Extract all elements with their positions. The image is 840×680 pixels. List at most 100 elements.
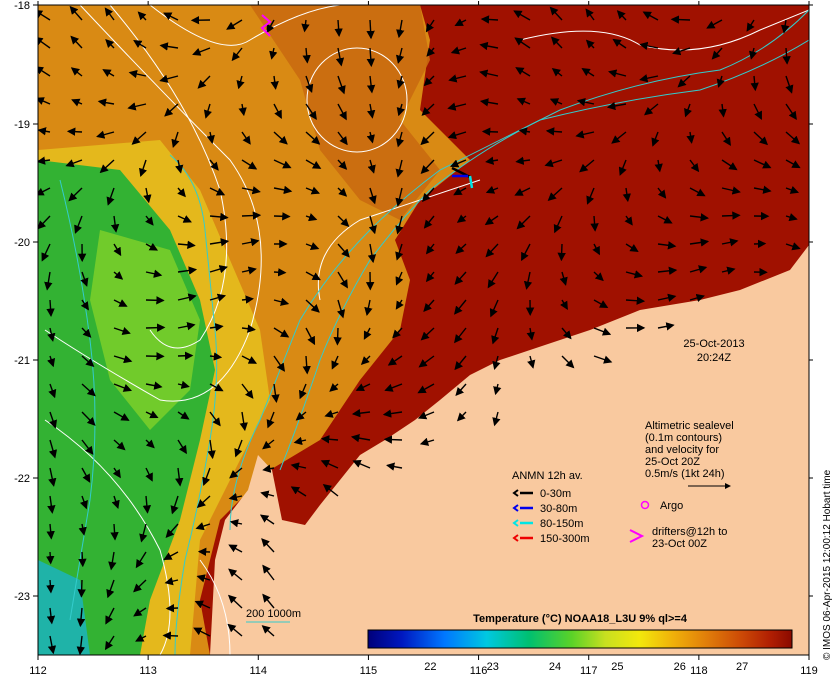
velocity-arrow: [387, 355, 403, 366]
velocity-arrow: [639, 41, 659, 50]
date-label: 25-Oct-2013: [683, 338, 744, 350]
velocity-arrow: [750, 75, 759, 92]
velocity-arrow: [721, 266, 736, 275]
velocity-arrow: [480, 15, 499, 24]
velocity-arrow: [418, 355, 435, 368]
velocity-arrow: [521, 243, 531, 262]
velocity-arrow: [644, 103, 659, 116]
anmn-depth-legend: 0-30m 30-80m 80-150m 150-300m: [512, 488, 590, 545]
velocity-arrow: [262, 593, 275, 609]
land-mass: [210, 245, 809, 655]
velocity-arrow: [514, 37, 531, 49]
velocity-arrow: [592, 243, 600, 256]
velocity-arrow: [38, 9, 51, 21]
velocity-arrow: [395, 47, 405, 64]
colorbar-tick-label: 23: [487, 661, 499, 673]
velocity-arrow: [77, 579, 86, 598]
velocity-arrow: [78, 523, 87, 536]
argo-label: Argo: [660, 500, 683, 512]
velocity-arrow: [110, 523, 119, 541]
velocity-arrow: [450, 46, 467, 55]
velocity-arrow: [69, 5, 83, 21]
colorbar-tick-label: 27: [736, 661, 748, 673]
velocity-arrow: [785, 75, 794, 94]
velocity-arrow: [96, 130, 115, 139]
velocity-arrow: [177, 215, 192, 223]
velocity-arrow: [367, 103, 376, 119]
velocity-arrow: [481, 127, 499, 136]
velocity-arrow: [547, 187, 563, 202]
velocity-arrow: [177, 439, 187, 455]
velocity-arrow: [355, 383, 371, 392]
velocity-arrow: [367, 243, 377, 264]
velocity-arrow: [487, 271, 499, 289]
velocity-arrow: [782, 47, 791, 65]
x-tick-label: 118: [690, 665, 708, 677]
velocity-arrow: [163, 551, 179, 560]
velocity-arrow: [290, 486, 307, 497]
depth-legend-label: 80-150m: [540, 518, 583, 530]
x-tick-label: 115: [360, 665, 378, 677]
velocity-arrow: [336, 299, 346, 319]
velocity-arrow: [549, 6, 563, 21]
velocity-arrow: [612, 38, 627, 49]
colorbar-tick-label: 25: [611, 661, 623, 673]
velocity-arrow: [241, 355, 258, 364]
anmn-legend-title: ANMN 12h av.: [512, 470, 583, 482]
velocity-arrow: [485, 156, 499, 165]
velocity-arrow: [192, 47, 211, 56]
y-axis: -18 -19 -20 -21 -22 -23: [14, 0, 813, 603]
velocity-arrow: [753, 159, 772, 169]
mooring-arrows: [451, 166, 474, 189]
velocity-arrow: [492, 355, 501, 371]
velocity-arrow: [301, 19, 310, 33]
drifters-label-2: 23-Oct 00Z: [652, 538, 707, 550]
velocity-arrow: [382, 409, 403, 418]
velocity-arrow: [48, 467, 57, 487]
velocity-arrow: [113, 326, 131, 335]
velocity-arrow: [689, 293, 705, 303]
velocity-arrow: [657, 266, 678, 276]
velocity-arrow: [231, 47, 243, 62]
velocity-arrow: [785, 159, 801, 169]
velocity-arrow: [335, 47, 345, 67]
velocity-arrow: [145, 467, 153, 482]
velocity-arrow: [241, 211, 262, 220]
velocity-arrow: [113, 271, 124, 280]
velocity-arrow: [780, 19, 790, 34]
velocity-arrow: [133, 579, 147, 593]
velocity-arrow: [112, 467, 121, 479]
velocity-arrow: [260, 490, 275, 499]
velocity-arrow: [386, 462, 403, 471]
velocity-arrow: [593, 271, 604, 282]
velocity-arrow: [322, 484, 339, 497]
velocity-arrow: [383, 435, 403, 444]
velocity-arrow: [426, 47, 436, 57]
velocity-arrow: [70, 35, 83, 49]
ocean-lightgreen: [90, 230, 200, 430]
velocity-arrow: [106, 579, 115, 599]
velocity-arrow: [177, 411, 190, 420]
velocity-arrow: [395, 131, 405, 148]
velocity-arrow: [333, 327, 342, 346]
velocity-arrow: [305, 271, 321, 281]
velocity-arrow: [302, 47, 311, 64]
velocity-arrow: [228, 568, 243, 581]
velocity-arrow: [455, 243, 467, 254]
y-tick-label: -19: [14, 119, 30, 131]
velocity-arrow: [423, 75, 435, 87]
velocity-arrow: [420, 327, 435, 341]
velocity-arrow: [46, 607, 56, 625]
velocity-arrow: [81, 467, 91, 483]
velocity-arrow: [417, 383, 435, 394]
velocity-arrow: [234, 439, 243, 458]
velocity-arrow: [105, 38, 115, 49]
velocity-arrow: [241, 266, 257, 275]
velocity-arrow: [110, 215, 120, 233]
velocity-arrow: [575, 130, 595, 139]
velocity-arrow: [295, 411, 307, 421]
velocity-arrow: [165, 523, 179, 538]
velocity-arrow: [209, 293, 227, 302]
velocity-arrow: [395, 159, 404, 178]
velocity-arrow: [721, 159, 738, 171]
